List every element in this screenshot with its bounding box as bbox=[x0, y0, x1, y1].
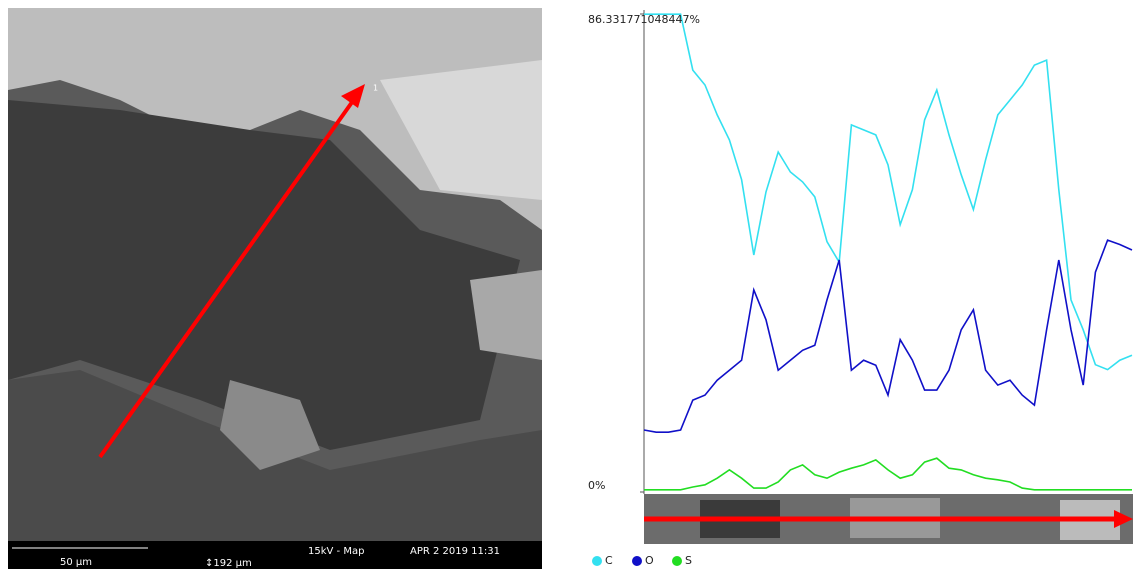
marker-label: 1 bbox=[373, 84, 378, 93]
sem-bright-region bbox=[380, 60, 542, 200]
sem-grain bbox=[220, 380, 320, 470]
line-series bbox=[644, 457, 1132, 491]
scan-arrowhead bbox=[341, 84, 365, 108]
mode-label: 15kV - Map bbox=[308, 546, 364, 557]
legend-swatch bbox=[592, 556, 602, 566]
legend-label: S bbox=[685, 554, 692, 567]
scale-label: 50 µm bbox=[60, 557, 92, 568]
sem-dark-region bbox=[8, 100, 520, 450]
sem-light-region bbox=[8, 8, 542, 230]
legend-label: C bbox=[605, 554, 613, 567]
scan-line bbox=[98, 96, 357, 459]
strip bbox=[644, 494, 1133, 544]
legend-swatch bbox=[632, 556, 642, 566]
strip-arrowhead bbox=[1114, 510, 1133, 528]
legend-swatch bbox=[672, 556, 682, 566]
field-label: ↕192 µm bbox=[205, 558, 252, 569]
sem-image: 50 µm ↕192 µm 15kV - Map APR 2 2019 11:3… bbox=[8, 8, 542, 569]
y-tick-label: 86.331771048447% bbox=[588, 13, 700, 26]
date-label: APR 2 2019 11:31 bbox=[410, 546, 500, 557]
sem-grain bbox=[470, 270, 542, 360]
line-series bbox=[644, 13, 1133, 371]
y-tick-label: 0% bbox=[588, 479, 605, 492]
sem-info-bar bbox=[8, 541, 542, 569]
plot bbox=[643, 13, 1133, 491]
line-series bbox=[643, 239, 1133, 433]
legend-label: O bbox=[645, 554, 654, 567]
